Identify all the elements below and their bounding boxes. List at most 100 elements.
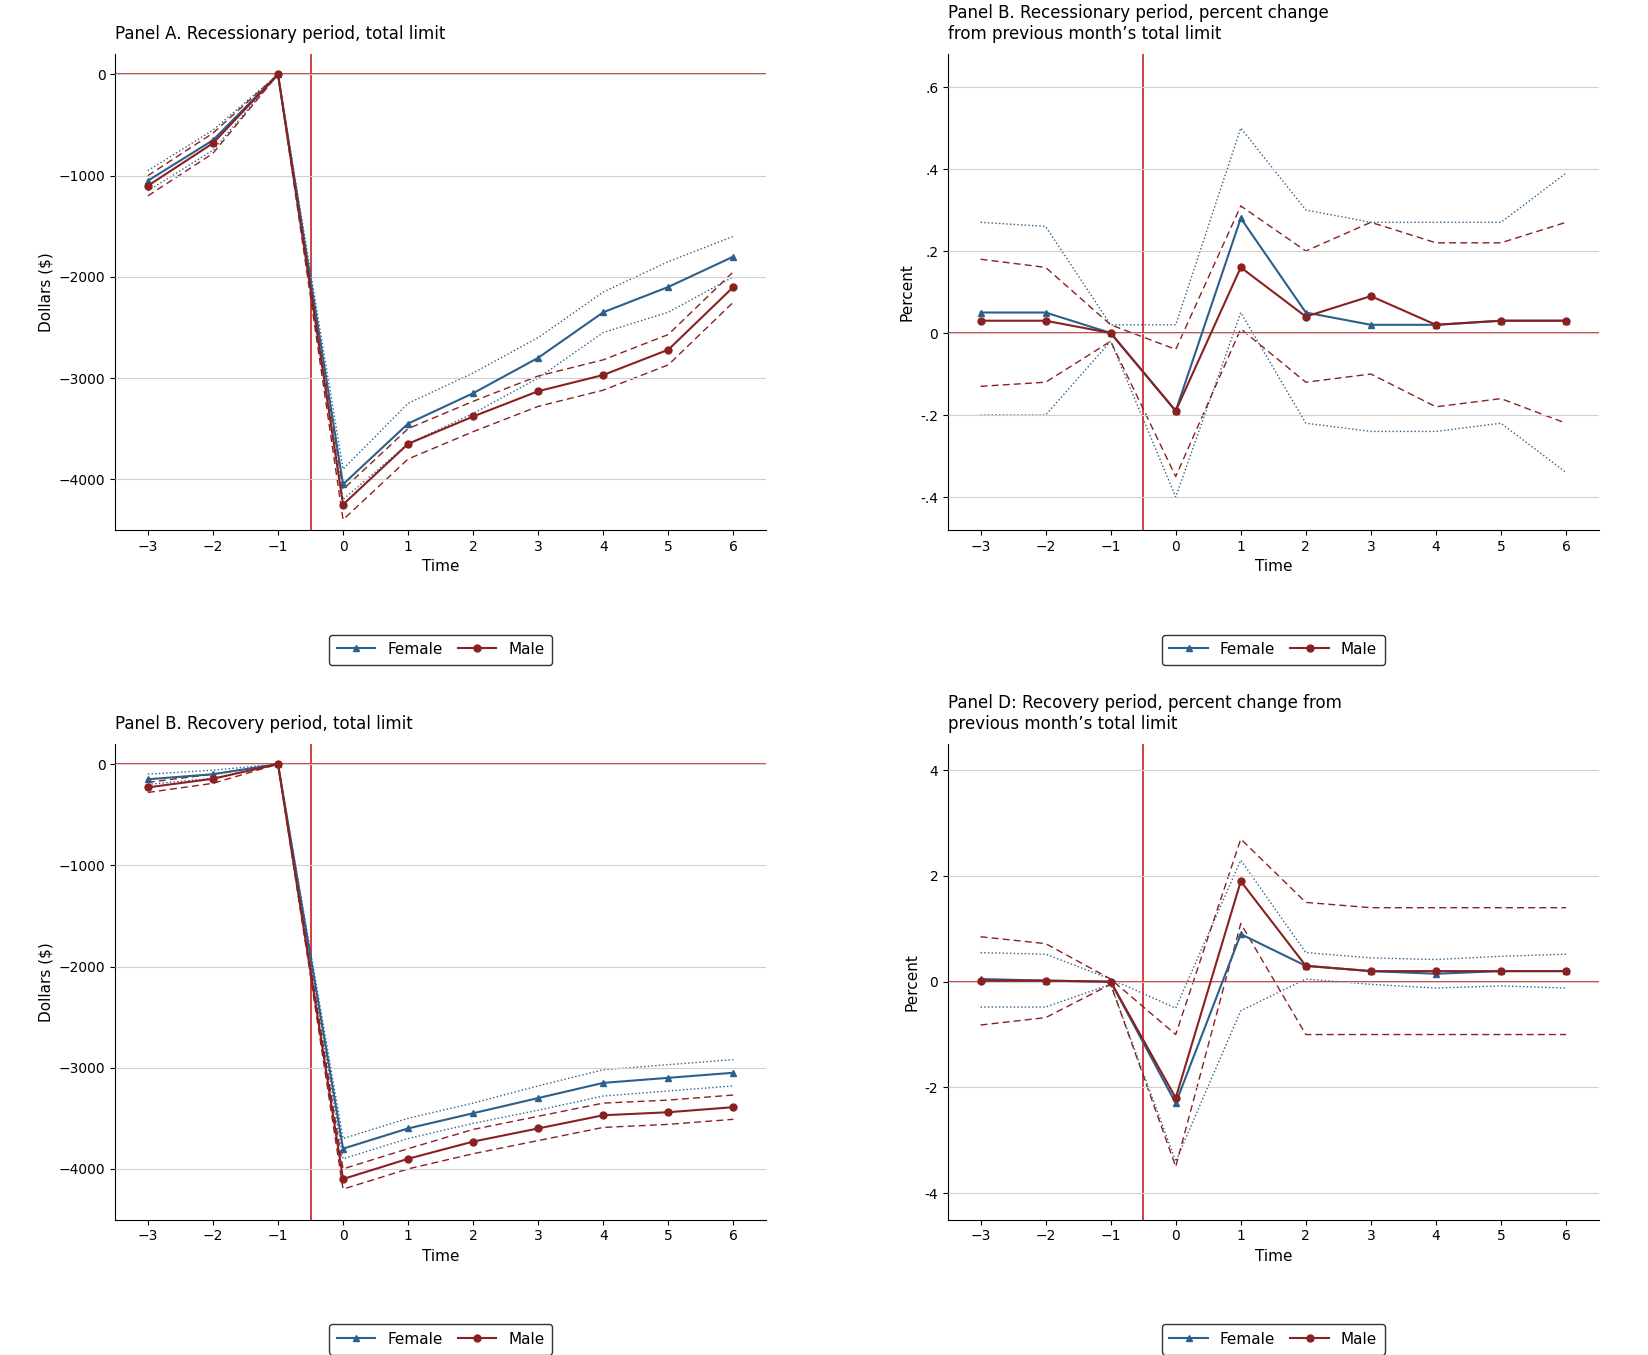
Female [1101,325,1121,341]
Line: Female: Female [145,760,737,1152]
Male [1556,313,1575,329]
Female [1101,973,1121,989]
Female [1361,317,1381,333]
Male [593,1107,613,1123]
Line: Female: Female [977,214,1569,415]
Male [1295,958,1315,974]
Y-axis label: Percent: Percent [900,263,915,321]
Male [1035,973,1055,989]
Male [1361,289,1381,305]
Male [399,436,419,453]
X-axis label: Time: Time [1254,1249,1292,1264]
Male [1426,963,1445,980]
Male [1231,873,1251,889]
Female [1491,313,1511,329]
Male [1035,313,1055,329]
Male [723,279,743,295]
Female [1491,963,1511,980]
Legend: Female, Male: Female, Male [330,1324,552,1355]
Text: Panel B. Recessionary period, percent change
from previous month’s total limit: Panel B. Recessionary period, percent ch… [948,4,1328,43]
Female [1556,963,1575,980]
Male [463,408,483,424]
Line: Male: Male [145,760,737,1183]
Male [1491,313,1511,329]
Male [723,1099,743,1115]
Male [1556,963,1575,980]
Female [138,172,158,188]
Male [1295,309,1315,325]
Male [269,66,288,83]
Text: Panel D: Recovery period, percent change from
previous month’s total limit: Panel D: Recovery period, percent change… [948,694,1341,733]
Female [1231,210,1251,226]
Male [1165,402,1185,419]
Male [1426,317,1445,333]
Female [399,416,419,432]
Y-axis label: Dollars ($): Dollars ($) [38,942,53,1022]
Female [399,1121,419,1137]
X-axis label: Time: Time [422,1249,460,1264]
Female [1035,305,1055,321]
Male [203,136,222,152]
Female [203,766,222,782]
Female [971,305,990,321]
Male [203,771,222,787]
Male [529,1121,549,1137]
Female [333,1141,353,1157]
Female [138,771,158,787]
Male [593,367,613,383]
Female [1165,402,1185,419]
Female [1295,305,1315,321]
Female [529,1089,549,1106]
Male [659,341,679,358]
Male [399,1150,419,1167]
Female [463,1106,483,1122]
Female [1361,963,1381,980]
Female [1035,973,1055,989]
X-axis label: Time: Time [1254,560,1292,575]
Male [659,1104,679,1121]
Female [269,756,288,772]
Line: Male: Male [145,70,737,508]
Male [1101,973,1121,989]
Line: Female: Female [145,70,737,488]
Female [659,279,679,295]
Legend: Female, Male: Female, Male [330,634,552,665]
Female [203,131,222,148]
Male [1231,259,1251,275]
Female [529,350,549,366]
Male [1165,1089,1185,1106]
Female [723,1065,743,1081]
Text: Panel B. Recovery period, total limit: Panel B. Recovery period, total limit [115,714,414,733]
Line: Male: Male [977,264,1569,415]
Male [1361,963,1381,980]
Female [1426,966,1445,982]
Male [971,313,990,329]
Female [1426,317,1445,333]
Male [333,496,353,512]
X-axis label: Time: Time [422,560,460,575]
Male [529,383,549,400]
Female [723,248,743,264]
Male [138,178,158,194]
Female [593,304,613,320]
Male [971,973,990,989]
Female [333,476,353,492]
Male [269,756,288,772]
Female [593,1075,613,1091]
Male [1491,963,1511,980]
Female [1165,1095,1185,1111]
Line: Female: Female [977,931,1569,1107]
Female [971,972,990,988]
Male [1101,325,1121,341]
Legend: Female, Male: Female, Male [1162,634,1384,665]
Female [1231,925,1251,942]
Female [1295,958,1315,974]
Y-axis label: Dollars ($): Dollars ($) [38,252,53,332]
Male [463,1133,483,1149]
Male [333,1171,353,1187]
Female [659,1069,679,1085]
Male [138,779,158,795]
Female [1556,313,1575,329]
Text: Panel A. Recessionary period, total limit: Panel A. Recessionary period, total limi… [115,26,445,43]
Female [269,66,288,83]
